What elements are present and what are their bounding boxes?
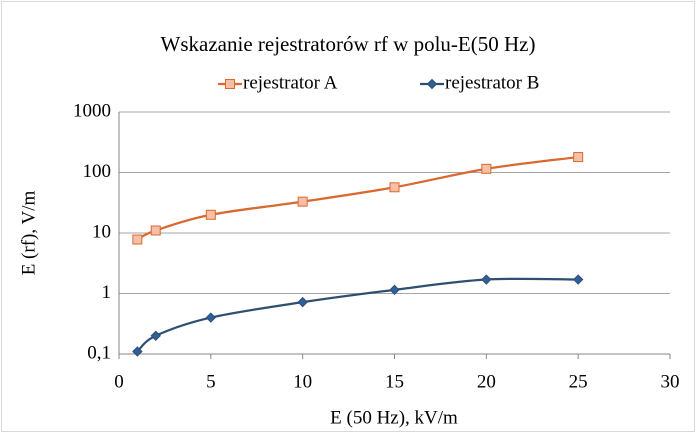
- legend-label: rejestrator B: [445, 72, 539, 93]
- x-tick-label: 10: [293, 371, 312, 392]
- x-tick-label: 0: [114, 371, 124, 392]
- marker: [297, 296, 308, 308]
- x-tick-label: 15: [385, 371, 404, 392]
- marker: [573, 152, 584, 163]
- marker: [481, 163, 492, 174]
- x-tick-label: 5: [206, 371, 216, 392]
- marker: [426, 78, 438, 90]
- marker: [205, 209, 216, 220]
- y-axis-label: E (rf), V/m: [18, 190, 39, 275]
- marker: [205, 312, 217, 323]
- marker: [132, 346, 143, 357]
- x-tick-label: 20: [477, 371, 496, 392]
- x-axis-label: E (50 Hz), kV/m: [330, 407, 458, 428]
- marker: [572, 274, 584, 285]
- y-tick-label: 1: [102, 282, 112, 303]
- marker: [150, 330, 161, 341]
- legend-label: rejestrator A: [243, 72, 338, 93]
- x-tick-label: 30: [661, 371, 680, 392]
- marker: [389, 182, 400, 193]
- y-tick-label: 0,1: [87, 342, 111, 363]
- y-tick-label: 100: [83, 161, 112, 182]
- marker: [132, 234, 143, 245]
- marker: [225, 79, 235, 89]
- y-tick-label: 1000: [73, 100, 111, 121]
- marker: [297, 196, 308, 207]
- marker: [389, 284, 400, 296]
- marker: [150, 225, 161, 236]
- x-tick-label: 25: [569, 371, 588, 392]
- y-tick-label: 10: [92, 221, 111, 242]
- chart-title: Wskazanie rejestratorów rf w polu-E(50 H…: [161, 32, 536, 56]
- marker: [481, 274, 492, 285]
